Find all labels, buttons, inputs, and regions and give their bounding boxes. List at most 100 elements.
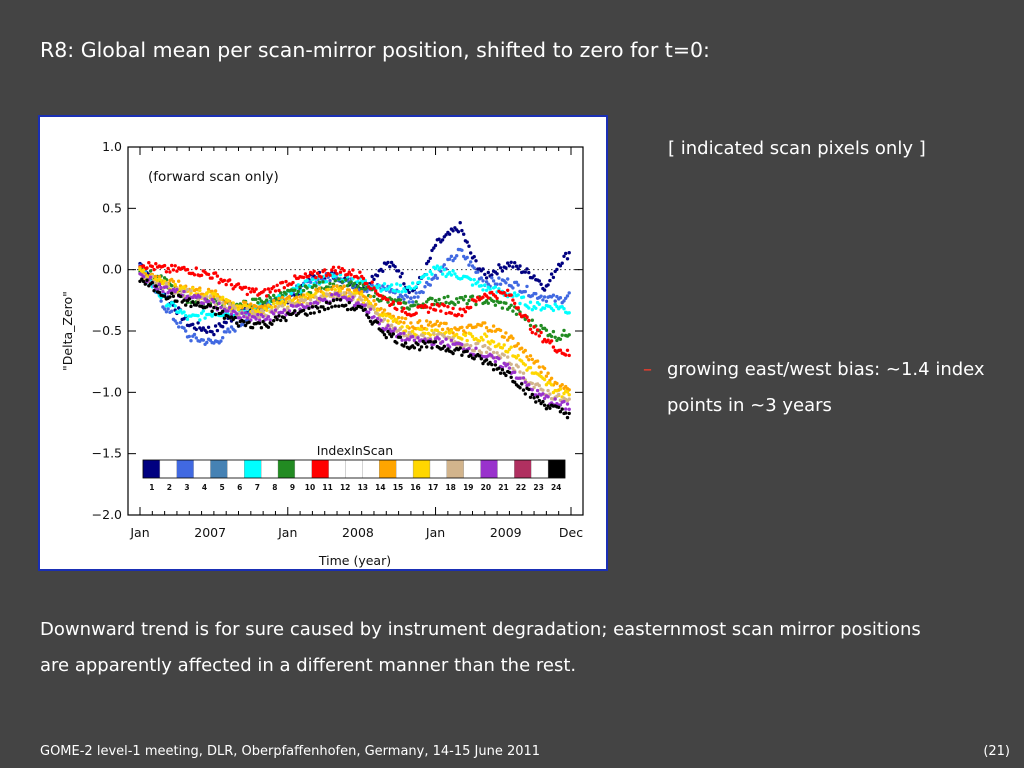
data-point <box>460 313 464 318</box>
data-point <box>458 307 462 311</box>
data-point <box>347 300 351 305</box>
data-point <box>236 324 241 328</box>
data-point <box>437 324 441 328</box>
data-point <box>226 298 230 303</box>
data-point <box>562 254 566 258</box>
data-point <box>328 281 332 286</box>
data-point <box>277 304 281 308</box>
data-point <box>391 329 395 333</box>
data-point <box>210 314 214 318</box>
data-point <box>451 306 455 311</box>
data-point <box>560 407 564 411</box>
y-tick-label: −1.0 <box>92 384 122 399</box>
data-point <box>549 383 554 387</box>
chart-figure: 1.0 0.5 0.0 −0.5 −1.0 −1.5 −2.0 Jan 2007 Jan 2008 J… <box>38 115 608 571</box>
legend-label: 4 <box>202 483 207 492</box>
data-point <box>391 300 395 304</box>
data-point <box>257 297 262 301</box>
data-point <box>286 306 290 310</box>
data-point <box>377 283 381 288</box>
data-point <box>205 330 209 334</box>
legend-label: 2 <box>167 483 172 492</box>
data-point <box>548 392 552 396</box>
data-point <box>530 330 534 335</box>
data-point <box>398 283 403 287</box>
data-point <box>321 291 325 295</box>
legend-swatch <box>193 459 211 479</box>
data-point <box>228 278 232 282</box>
data-point <box>567 411 571 416</box>
data-point <box>196 321 200 325</box>
data-point <box>388 265 392 269</box>
data-point <box>337 304 341 308</box>
data-point <box>549 334 554 339</box>
data-point <box>562 399 566 404</box>
data-point <box>418 348 422 352</box>
data-point <box>537 279 541 283</box>
data-point <box>530 308 534 312</box>
data-point <box>462 298 466 302</box>
data-point <box>425 272 429 277</box>
data-point <box>301 288 306 293</box>
legend-title: IndexInScan <box>317 443 393 458</box>
data-point <box>479 276 483 280</box>
data-point <box>145 266 149 270</box>
data-point <box>208 303 213 308</box>
conclusion-text: Downward trend is for sure caused by ins… <box>40 619 921 676</box>
data-point <box>226 327 230 331</box>
data-point <box>458 221 462 225</box>
data-point <box>310 272 315 276</box>
data-point <box>226 309 230 313</box>
data-point <box>490 276 494 280</box>
data-point <box>330 268 334 272</box>
data-point <box>228 330 232 334</box>
data-point <box>530 357 534 362</box>
data-point <box>389 316 394 320</box>
data-point <box>261 309 265 313</box>
data-point <box>272 298 276 303</box>
data-point <box>189 289 193 293</box>
data-point <box>525 315 529 320</box>
data-point <box>261 320 265 324</box>
data-point <box>456 230 461 234</box>
data-point <box>474 299 478 303</box>
data-point <box>277 288 281 293</box>
data-point <box>266 315 271 319</box>
data-point <box>421 290 425 295</box>
data-point <box>372 286 376 290</box>
data-point <box>412 295 417 299</box>
data-point <box>535 359 540 363</box>
data-point <box>419 324 424 328</box>
data-point <box>455 254 459 258</box>
data-point <box>564 251 568 256</box>
data-point <box>565 402 570 406</box>
data-point <box>360 292 364 296</box>
data-point <box>170 263 174 268</box>
data-point <box>514 264 519 268</box>
data-point <box>398 275 403 279</box>
legend-swatch <box>227 459 245 479</box>
data-point <box>389 297 394 302</box>
data-point <box>551 293 556 297</box>
data-point <box>453 272 457 276</box>
data-point <box>212 305 216 310</box>
data-point <box>379 307 383 311</box>
data-point <box>386 298 390 302</box>
y-tick-label: −1.5 <box>92 446 122 461</box>
data-point <box>191 300 195 304</box>
data-point <box>317 286 322 290</box>
data-point <box>470 294 475 298</box>
data-point <box>245 292 249 297</box>
data-point <box>442 263 446 267</box>
data-point <box>511 265 515 269</box>
data-point <box>370 280 374 284</box>
data-point <box>182 265 186 270</box>
data-point <box>382 308 387 312</box>
data-point <box>411 329 415 333</box>
data-point <box>444 330 448 334</box>
data-point <box>280 310 285 315</box>
data-point <box>178 308 183 313</box>
data-point <box>266 287 271 291</box>
data-point <box>544 407 549 411</box>
data-point <box>411 281 415 285</box>
